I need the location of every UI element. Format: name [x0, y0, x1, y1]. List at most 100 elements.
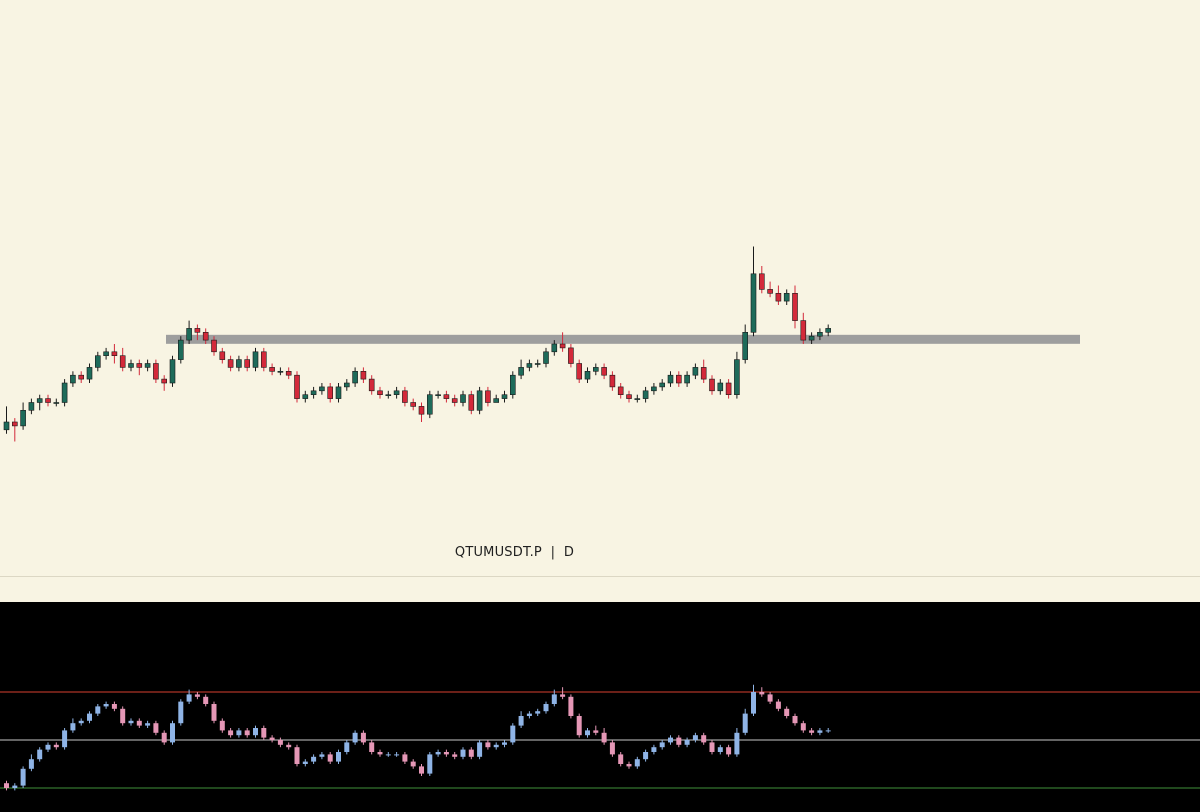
- price-candle: [95, 351, 101, 372]
- oscillator-candle: [676, 735, 682, 748]
- oscillator-candle: [178, 699, 184, 726]
- price-candle: [601, 363, 607, 380]
- oscillator-candle-body: [659, 742, 665, 748]
- oscillator-candle-body: [45, 744, 51, 750]
- oscillator-candle: [626, 761, 632, 769]
- price-candle: [460, 390, 466, 407]
- oscillator-candle-body: [684, 740, 690, 745]
- oscillator-pane[interactable]: [0, 602, 1200, 812]
- oscillator-candle-body: [394, 754, 400, 756]
- price-candle-body: [651, 386, 657, 392]
- price-candle-body: [335, 386, 342, 399]
- price-candle: [319, 383, 325, 395]
- price-candle-body: [559, 343, 566, 349]
- price-candle: [310, 386, 317, 399]
- price-candle: [675, 371, 682, 387]
- price-candle: [236, 355, 242, 372]
- price-candle-body: [153, 363, 159, 380]
- oscillator-candle: [684, 737, 690, 748]
- oscillator-candle-body: [62, 730, 68, 748]
- price-candle-body: [144, 363, 151, 368]
- price-candle-body: [252, 351, 259, 368]
- price-candle-body: [12, 421, 18, 427]
- oscillator-candle: [742, 708, 748, 736]
- price-candle: [468, 390, 475, 415]
- price-candle: [418, 402, 425, 422]
- price-candle: [426, 390, 433, 419]
- price-candle: [219, 347, 226, 364]
- price-candle: [451, 394, 458, 407]
- price-candle: [493, 394, 500, 403]
- price-chart-pane[interactable]: QTUMUSDT.P | D: [0, 0, 1200, 577]
- oscillator-candle-body: [128, 720, 134, 724]
- price-candle: [592, 363, 599, 376]
- price-candle: [576, 359, 583, 383]
- oscillator-candle-body: [261, 728, 267, 738]
- price-candle: [78, 371, 84, 383]
- oscillator-candle: [817, 728, 823, 736]
- oscillator-candle-body: [609, 742, 615, 755]
- oscillator-candle-body: [228, 730, 234, 736]
- price-candle: [692, 363, 699, 380]
- price-candle: [186, 320, 192, 344]
- price-candle-body: [277, 370, 284, 373]
- oscillator-candle-body: [651, 747, 657, 752]
- oscillator-candle-body: [452, 754, 458, 757]
- price-candle: [161, 375, 167, 391]
- oscillator-candle-body: [20, 768, 26, 786]
- price-candle: [277, 367, 284, 376]
- price-candle-body: [451, 398, 458, 403]
- oscillator-candle: [427, 752, 433, 776]
- price-candle-body: [725, 382, 732, 395]
- oscillator-candle-body: [510, 725, 516, 743]
- price-candle: [700, 359, 707, 383]
- oscillator-candle-body: [336, 752, 341, 762]
- oscillator-candle: [751, 684, 756, 716]
- price-candle-body: [402, 390, 408, 403]
- price-candle-body: [783, 292, 790, 302]
- oscillator-candle: [593, 725, 599, 736]
- oscillator-candle-body: [161, 732, 167, 743]
- price-candle: [443, 390, 450, 403]
- oscillator-candle-body: [37, 749, 43, 760]
- oscillator-candle: [485, 740, 491, 750]
- oscillator-candle-body: [717, 747, 723, 752]
- price-candle: [825, 324, 832, 337]
- oscillator-candle: [526, 711, 532, 719]
- oscillator-candle: [28, 754, 34, 772]
- price-candle-body: [808, 335, 815, 341]
- price-candle: [227, 355, 234, 372]
- oscillator-candle: [585, 728, 590, 738]
- oscillator-candle: [294, 744, 300, 767]
- oscillator-candle: [319, 752, 325, 760]
- price-candle-body: [750, 273, 757, 333]
- price-candle-body: [136, 363, 143, 368]
- price-candle-body: [111, 351, 118, 356]
- oscillator-candle: [186, 689, 192, 704]
- price-candle-body: [78, 374, 84, 380]
- resistance-level-band[interactable]: [166, 334, 1080, 344]
- oscillator-candle: [643, 749, 649, 762]
- price-candle: [792, 285, 798, 329]
- price-candle-body: [667, 374, 674, 384]
- oscillator-candle-body: [468, 749, 474, 757]
- price-candle: [659, 379, 666, 391]
- pane-separator[interactable]: [0, 576, 1200, 577]
- price-candle: [335, 383, 342, 403]
- price-candle-body: [485, 390, 491, 403]
- oscillator-candle-body: [701, 735, 707, 743]
- price-candle-body: [169, 359, 176, 384]
- price-candle: [194, 324, 201, 341]
- oscillator-candle-body: [219, 720, 225, 731]
- oscillator-candle: [601, 728, 607, 745]
- oscillator-candle: [12, 783, 18, 791]
- price-candle: [543, 347, 549, 368]
- oscillator-candle-body: [78, 720, 84, 724]
- price-candle: [3, 406, 10, 434]
- price-candle: [742, 324, 749, 364]
- price-candle-body: [568, 347, 574, 364]
- price-candle: [775, 285, 782, 305]
- price-candle-body: [310, 390, 317, 395]
- oscillator-candle-body: [194, 694, 200, 697]
- price-candle-body: [443, 394, 450, 399]
